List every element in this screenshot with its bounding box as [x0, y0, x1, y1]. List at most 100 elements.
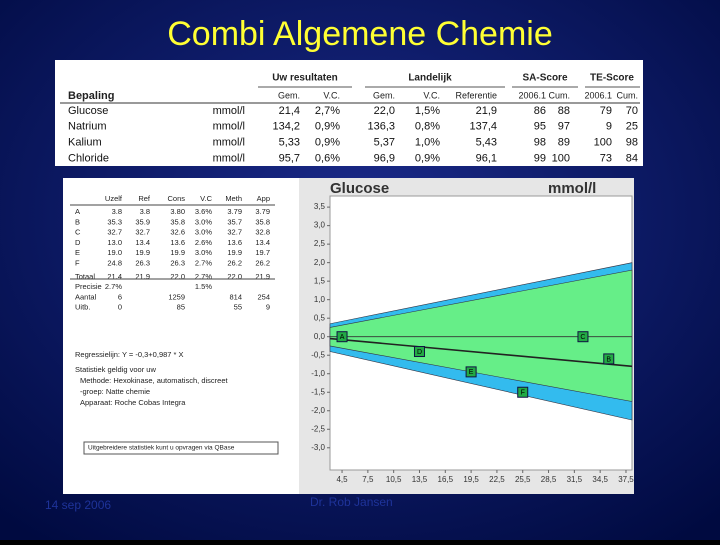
- stats-cell: 21.4: [107, 272, 122, 281]
- y-tick-label: 1,5: [314, 276, 326, 285]
- sub-header: Cum.: [616, 90, 638, 100]
- stats-panel: [63, 178, 299, 494]
- table-cell: 89: [558, 137, 570, 149]
- x-tick-label: 22,5: [489, 475, 505, 484]
- group-header: Landelijk: [408, 73, 452, 84]
- table-cell: mmol/l: [213, 152, 245, 164]
- table-cell: 98: [626, 137, 638, 149]
- y-tick-label: -2,5: [311, 424, 325, 433]
- slide-title: Combi Algemene Chemie: [167, 15, 553, 53]
- table-cell: 1,0%: [415, 137, 440, 149]
- stats-cell: 35.9: [135, 217, 150, 226]
- table-cell: 0,6%: [315, 152, 340, 164]
- stats-footnote: Uitgebreidere statistiek kunt u opvragen…: [88, 445, 235, 452]
- stats-cell: 3.0%: [195, 248, 212, 257]
- stats-cell: 26.2: [227, 258, 242, 267]
- footer-author: Dr. Rob Jansen: [310, 495, 393, 509]
- stats-cell: 1259: [168, 292, 185, 301]
- table-cell: 79: [600, 105, 612, 117]
- data-point: [413, 346, 425, 358]
- sub-header: V.C.: [323, 90, 340, 100]
- y-tick-label: -2,0: [311, 406, 325, 415]
- data-point: [517, 386, 529, 398]
- stats-note: Methode: Hexokinase, automatisch, discre…: [80, 376, 228, 385]
- table-cell: 2,7%: [315, 105, 340, 117]
- stats-cell: Aantal: [75, 292, 97, 301]
- y-tick-label: -1,0: [311, 369, 325, 378]
- footer-date: 14 sep 2006: [45, 498, 111, 512]
- sub-header: 2006.1: [518, 90, 546, 100]
- stats-cell: 13.6: [227, 238, 242, 247]
- table-cell: 84: [626, 152, 638, 164]
- stats-header: Meth: [225, 194, 242, 203]
- stats-cell: 3.0%: [195, 228, 212, 237]
- stats-header: App: [257, 194, 270, 203]
- table-cell: 98: [534, 137, 546, 149]
- x-tick-label: 31,5: [567, 475, 583, 484]
- chart-title: Glucose: [330, 180, 389, 197]
- sub-header: Referentie: [455, 90, 497, 100]
- table-cell: 136,3: [367, 121, 395, 133]
- stats-cell: 814: [229, 292, 242, 301]
- y-tick-label: 0,0: [314, 332, 326, 341]
- point-label: D: [417, 349, 422, 356]
- stats-cell: 0: [118, 303, 122, 312]
- table-cell: 22,0: [374, 105, 395, 117]
- x-tick-label: 34,5: [592, 475, 608, 484]
- stats-cell: 19.7: [255, 248, 270, 257]
- data-point: [577, 331, 589, 343]
- table-cell: 9: [606, 121, 612, 133]
- y-tick-label: 0,5: [314, 313, 326, 322]
- sub-header: Gem.: [373, 90, 395, 100]
- table-cell: 137,4: [469, 121, 497, 133]
- group-header: Uw resultaten: [272, 73, 338, 84]
- table-cell: Chloride: [68, 152, 109, 164]
- table-cell: 96,9: [374, 152, 395, 164]
- stats-cell: Precisie: [75, 282, 102, 291]
- stats-cell: 2.7%: [195, 272, 212, 281]
- table-cell: 86: [534, 105, 546, 117]
- stats-cell: 2.7%: [105, 282, 122, 291]
- y-tick-label: 1,0: [314, 295, 326, 304]
- table-cell: 5,43: [476, 137, 497, 149]
- table-cell: 21,4: [279, 105, 300, 117]
- table-cell: 134,2: [272, 121, 300, 133]
- stats-header: Ref: [138, 194, 151, 203]
- stats-cell: 6: [118, 292, 122, 301]
- stats-cell: 3.79: [255, 207, 270, 216]
- stats-cell: E: [75, 248, 80, 257]
- stats-header: V.C: [200, 194, 212, 203]
- stats-cell: 35.7: [227, 217, 242, 226]
- table-cell: 95,7: [279, 152, 300, 164]
- x-tick-label: 7,5: [362, 475, 374, 484]
- group-header: SA-Score: [522, 73, 567, 84]
- table-cell: 99: [534, 152, 546, 164]
- stats-cell: 26.2: [255, 258, 270, 267]
- stats-cell: 22.0: [227, 272, 242, 281]
- table-cell: Glucose: [68, 105, 108, 117]
- stats-note: Regressielijn: Y = -0,3+0,987 * X: [75, 350, 184, 359]
- table-cell: 0,9%: [315, 121, 340, 133]
- stats-cell: 26.3: [135, 258, 150, 267]
- sub-header: Gem.: [278, 90, 300, 100]
- footnote-box: [83, 441, 279, 455]
- stats-cell: 35.8: [255, 217, 270, 226]
- stats-cell: 13.6: [170, 238, 185, 247]
- sub-header: 2006.1: [584, 90, 612, 100]
- stats-cell: 19.9: [135, 248, 150, 257]
- stats-header: Cons: [167, 194, 185, 203]
- stats-cell: 13.0: [107, 238, 122, 247]
- table-cell: 73: [600, 152, 612, 164]
- stats-cell: 21.9: [135, 272, 150, 281]
- stats-cell: 32.7: [107, 228, 122, 237]
- stats-cell: 21.9: [255, 272, 270, 281]
- table-cell: 0,8%: [415, 121, 440, 133]
- regression-line: [329, 337, 633, 368]
- y-tick-label: 3,0: [314, 221, 326, 230]
- stats-cell: 19.0: [107, 248, 122, 257]
- stats-cell: 35.8: [170, 217, 185, 226]
- x-tick-label: 25,5: [515, 475, 531, 484]
- stats-cell: 32.7: [135, 228, 150, 237]
- stats-cell: 3.79: [227, 207, 242, 216]
